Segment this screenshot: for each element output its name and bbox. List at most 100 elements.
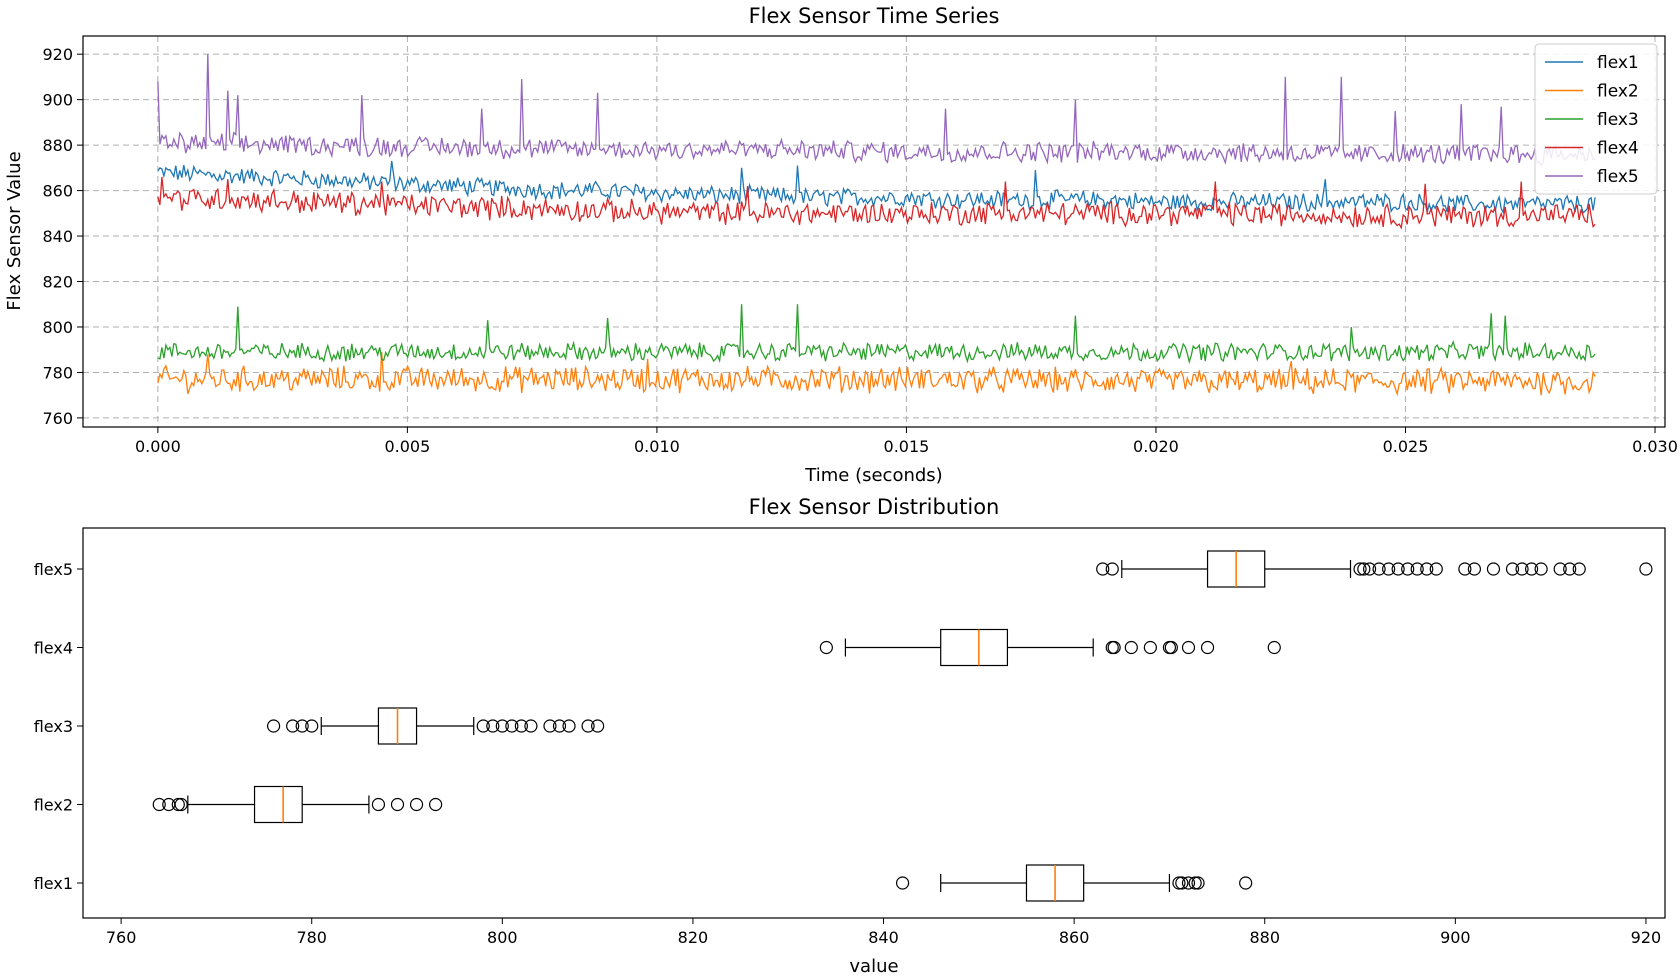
legend-box	[1534, 43, 1658, 195]
distribution-plot-area	[82, 527, 1666, 919]
x-tick-label: 760	[106, 928, 137, 947]
outlier-point	[1181, 876, 1196, 890]
legend-label-flex2: flex2	[1597, 82, 1639, 102]
time-series-legend: flex1 flex2 flex3 flex4 flex5	[1534, 43, 1658, 195]
outlier-point	[895, 876, 910, 890]
box-flex1	[895, 864, 1253, 902]
outlier-point	[162, 797, 176, 812]
outlier-point	[1505, 562, 1520, 576]
x-tick-label: 0.000	[135, 437, 181, 456]
outlier-point	[1124, 640, 1138, 655]
legend-label-flex1: flex1	[1597, 53, 1639, 73]
outlier-point	[581, 719, 595, 733]
time-series-ticks: 0.000 0.005 0.010 0.015 0.020 0.025 0.030 760 78…	[42, 45, 1677, 456]
outlier-point	[476, 719, 490, 733]
x-tick-label: 840	[868, 928, 899, 947]
x-tick-label: 0.030	[1632, 437, 1678, 456]
x-tick-label: 0.020	[1133, 437, 1179, 456]
distribution-title: Flex Sensor Distribution	[749, 495, 1000, 519]
outlier-point	[1391, 562, 1405, 576]
legend-label-flex3: flex3	[1597, 110, 1639, 130]
outlier-point	[171, 797, 185, 812]
outlier-point	[1639, 562, 1653, 576]
y-tick-label: 800	[42, 318, 73, 337]
time-series-lines	[157, 54, 1596, 397]
outlier-point	[1172, 876, 1186, 890]
outlier-point	[1410, 562, 1424, 576]
time-series-plot-area	[82, 35, 1666, 428]
outlier-point	[1267, 640, 1281, 655]
outlier-point	[1572, 562, 1586, 576]
outlier-point	[1188, 876, 1202, 890]
x-tick-label: 0.010	[634, 437, 680, 456]
outlier-point	[562, 719, 576, 733]
y-tick-label: 820	[42, 273, 73, 292]
outlier-point	[1239, 876, 1253, 890]
outlier-point	[505, 719, 519, 733]
time-series-chart: Flex Sensor Time Series 0.000 0.005 0.010 0…	[4, 4, 1678, 486]
x-tick-label: 800	[487, 928, 518, 947]
y-tick-label: flex1	[34, 874, 73, 893]
x-tick-label: 860	[1059, 928, 1090, 947]
series-line-flex4	[157, 176, 1596, 230]
outlier-point	[1372, 562, 1386, 576]
outlier-point	[286, 719, 300, 733]
series-line-flex1	[157, 160, 1596, 215]
outlier-point	[267, 719, 281, 733]
y-tick-label: 780	[42, 363, 73, 382]
outlier-point	[1164, 640, 1178, 655]
box-flex5	[1096, 550, 1653, 588]
distribution-boxes	[152, 550, 1653, 902]
outlier-point	[514, 719, 528, 733]
outlier-point	[1524, 562, 1539, 576]
iqr-box	[940, 628, 1009, 667]
series-line-flex2	[157, 351, 1596, 397]
outlier-point	[543, 719, 557, 733]
x-tick-label: 880	[1249, 928, 1280, 947]
outlier-point	[390, 797, 405, 812]
series-line-flex5	[157, 54, 1596, 168]
time-series-grid	[83, 36, 1665, 427]
legend-label-flex5: flex5	[1597, 167, 1639, 187]
outlier-point	[1181, 640, 1196, 655]
outlier-point	[495, 719, 509, 733]
outlier-point	[1420, 562, 1434, 576]
outlier-point	[1175, 876, 1189, 890]
legend-label-flex4: flex4	[1597, 139, 1639, 159]
outlier-point	[1107, 640, 1121, 655]
x-tick-label: 0.015	[884, 437, 930, 456]
outlier-point	[1515, 562, 1529, 576]
outlier-point	[1429, 562, 1443, 576]
outlier-point	[1353, 562, 1367, 576]
outlier-point	[1143, 640, 1157, 655]
y-tick-label: 840	[42, 227, 73, 246]
outlier-point	[295, 719, 309, 733]
y-tick-label: 860	[42, 182, 73, 201]
y-tick-label: 900	[42, 91, 73, 110]
iqr-box	[253, 785, 303, 824]
outlier-point	[305, 719, 319, 733]
series-line-flex3	[157, 304, 1596, 365]
time-series-title: Flex Sensor Time Series	[749, 4, 1000, 28]
x-tick-label: 0.005	[384, 437, 430, 456]
outlier-point	[1105, 562, 1119, 576]
outlier-point	[174, 797, 188, 812]
outlier-point	[552, 719, 567, 733]
outlier-point	[1458, 562, 1472, 576]
outlier-point	[591, 719, 605, 733]
outlier-point	[1357, 562, 1371, 576]
x-tick-label: 900	[1440, 928, 1471, 947]
outlier-point	[371, 797, 386, 812]
distribution-xlabel: value	[849, 956, 898, 977]
y-tick-label: 760	[42, 409, 73, 428]
distribution-chart: Flex Sensor Distribution 760 780 800 820 840…	[34, 495, 1666, 977]
outlier-point	[409, 797, 424, 812]
y-tick-label: 920	[42, 45, 73, 64]
box-flex2	[152, 785, 443, 824]
x-tick-label: 920	[1631, 928, 1662, 947]
outlier-point	[1553, 562, 1567, 576]
outlier-point	[1096, 562, 1110, 576]
outlier-point	[152, 797, 166, 812]
outlier-point	[1362, 562, 1377, 576]
